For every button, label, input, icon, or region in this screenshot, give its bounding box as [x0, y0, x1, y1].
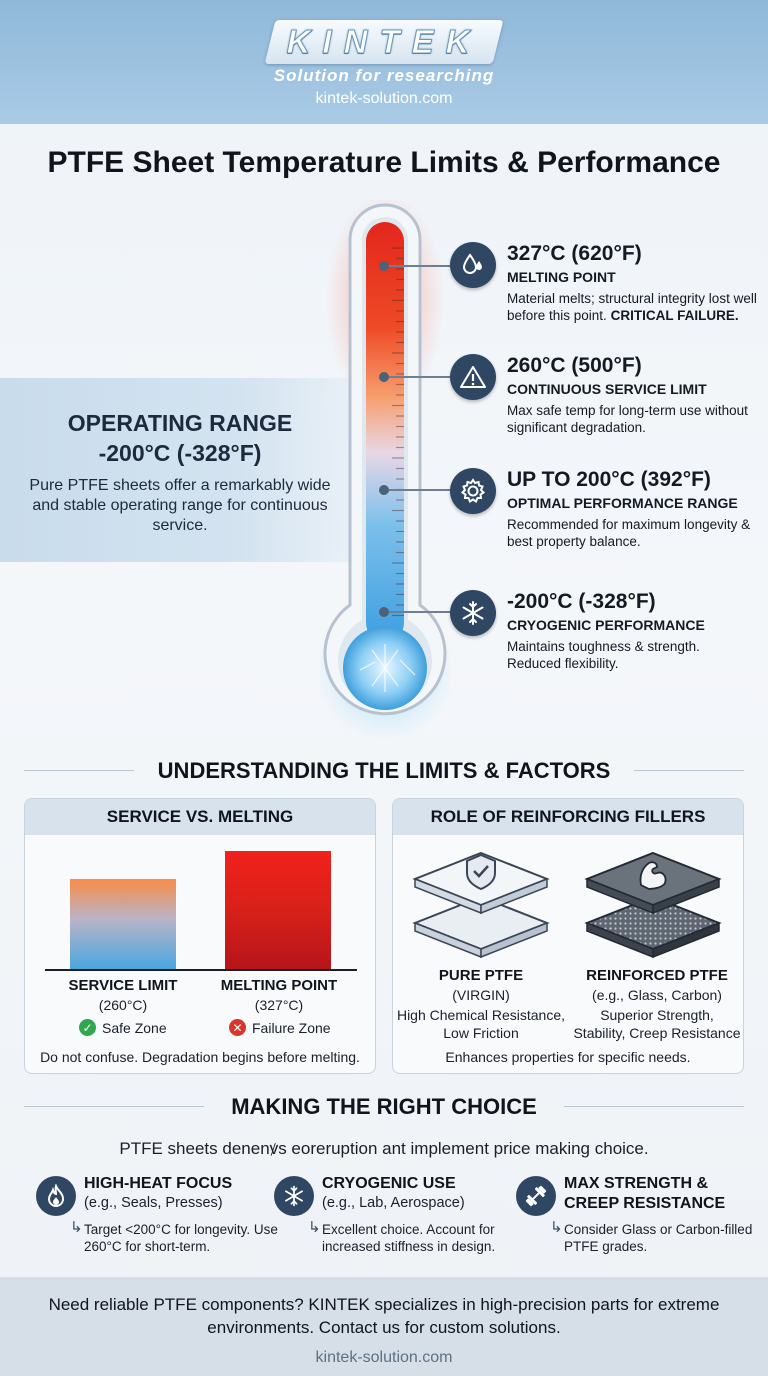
melting-point-bar: [225, 851, 331, 969]
divider-left: [24, 770, 134, 771]
brand-logo: KINTEK: [286, 23, 482, 61]
return-arrow-icon: ↳: [308, 1219, 321, 1236]
check-icon: ✓: [79, 1019, 96, 1036]
safe-zone-badge: ✓ Safe Zone: [79, 1019, 167, 1036]
high-heat-desc: Target <200°C for longevity. Use 260°C f…: [84, 1222, 278, 1254]
frost-crystals: [359, 644, 416, 692]
fillers-panel-title: ROLE OF REINFORCING FILLERS: [393, 799, 743, 835]
return-arrow-icon: ↳: [70, 1219, 83, 1236]
optimal-description: Recommended for maximum longevity & best…: [507, 517, 751, 549]
max-strength-title-line1: MAX STRENGTH &: [564, 1175, 708, 1192]
callout-service-limit: 260°C (500°F) CONTINUOUS SERVICE LIMIT M…: [450, 354, 762, 444]
melting-description: Material melts; structural integrity los…: [507, 291, 757, 323]
service-limit-bar: [70, 879, 176, 969]
divider-left-2: [24, 1106, 204, 1107]
footer: Need reliable PTFE components? KINTEK sp…: [0, 1277, 768, 1376]
melting-bar-label: MELTING POINT: [220, 977, 338, 994]
optimal-temp: UP TO 200°C (392°F): [507, 468, 711, 491]
cryogenic-use-sub: (e.g., Lab, Aerospace): [322, 1195, 465, 1211]
melting-bar-value: (327°C): [254, 997, 304, 1013]
return-arrow-icon: ↳: [550, 1219, 563, 1236]
warning-icon: [450, 354, 496, 400]
melting-label: MELTING POINT: [507, 269, 616, 285]
service-vs-melting-panel: SERVICE VS. MELTING SERVICE LIMIT (260°C…: [24, 798, 376, 1074]
bar-baseline: [45, 969, 357, 971]
high-heat-title: HIGH-HEAT FOCUS: [84, 1175, 233, 1192]
max-strength-desc: Consider Glass or Carbon-filled PTFE gra…: [564, 1222, 753, 1254]
safe-zone-label: Safe Zone: [102, 1019, 167, 1036]
cross-icon: ✕: [229, 1019, 246, 1036]
brand-tagline: Solution for researching: [273, 66, 495, 85]
callout-cryogenic: -200°C (-328°F) CRYOGENIC PERFORMANCE Ma…: [450, 590, 762, 680]
cryogenic-use-desc: Excellent choice. Account for increased …: [322, 1222, 496, 1254]
flame-icon: [36, 1176, 76, 1216]
cryogenic-use-title: CRYOGENIC USE: [322, 1175, 456, 1192]
pure-ptfe-sheets-graphic: [412, 851, 550, 959]
pure-ptfe-label: PURE PTFE: [438, 967, 524, 984]
operating-range-band: [0, 378, 400, 562]
failure-zone-badge: ✕ Failure Zone: [229, 1019, 331, 1036]
reinforcing-fillers-panel: ROLE OF REINFORCING FILLERS PURE PTFE (V…: [392, 798, 744, 1074]
reinforced-ptfe-sheets-graphic: [584, 851, 722, 959]
callout-connectors: [379, 261, 456, 617]
footer-url[interactable]: kintek-solution.com: [315, 1349, 453, 1366]
service-limit-label: CONTINUOUS SERVICE LIMIT: [507, 381, 707, 397]
snowflake-icon: [274, 1176, 314, 1216]
max-strength-title-line2: CREEP RESISTANCE: [564, 1195, 726, 1212]
header-banner: KINTEK Solution for researching kintek-s…: [0, 0, 768, 124]
choice-intro: PTFE sheets denenꝟs eoreruption ant impl…: [119, 1139, 649, 1158]
header-url[interactable]: kintek-solution.com: [315, 90, 453, 107]
failure-zone-label: Failure Zone: [252, 1019, 331, 1036]
service-limit-temp: 260°C (500°F): [507, 354, 642, 377]
reinforced-ptfe-desc-1: Superior Strength,: [600, 1007, 714, 1023]
divider-right-2: [564, 1106, 744, 1107]
droplet-icon: [450, 242, 496, 288]
operating-range-value: -200°C (-328°F): [98, 440, 262, 466]
choice-cryogenic: CRYOGENIC USE (e.g., Lab, Aerospace) ↳ E…: [274, 1174, 514, 1264]
operating-range-label: OPERATING RANGE: [67, 410, 293, 436]
choice-high-heat: HIGH-HEAT FOCUS (e.g., Seals, Presses) ↳…: [36, 1174, 278, 1264]
cryogenic-label: CRYOGENIC PERFORMANCE: [507, 617, 705, 633]
service-limit-description: Max safe temp for long-term use without …: [507, 403, 748, 435]
fillers-panel-footnote: Enhances properties for specific needs.: [445, 1049, 691, 1065]
thermometer-scale: [392, 247, 404, 617]
reinforced-ptfe-desc-2: Stability, Creep Resistance: [573, 1025, 741, 1041]
reinforced-ptfe-label: REINFORCED PTFE: [586, 967, 728, 984]
pure-ptfe-sub: (VIRGIN): [452, 987, 510, 1003]
thermometer-graphic: [320, 200, 450, 740]
page-title: PTFE Sheet Temperature Limits & Performa…: [47, 146, 721, 179]
limits-heading: UNDERSTANDING THE LIMITS & FACTORS: [157, 758, 611, 783]
footer-cta: Need reliable PTFE components? KINTEK sp…: [48, 1295, 720, 1337]
service-bar-label: SERVICE LIMIT: [68, 977, 178, 994]
reinforced-ptfe-sub: (e.g., Glass, Carbon): [592, 987, 722, 1003]
pure-ptfe-desc-1: High Chemical Resistance,: [396, 1007, 566, 1023]
choice-max-strength: MAX STRENGTH & CREEP RESISTANCE ↳ Conside…: [516, 1174, 756, 1264]
callout-melting-point: 327°C (620°F) MELTING POINT Material mel…: [450, 242, 762, 342]
service-panel-footnote: Do not confuse. Degradation begins befor…: [40, 1049, 360, 1065]
divider-right: [634, 770, 744, 771]
service-bar-value: (260°C): [98, 997, 148, 1013]
snowflake-icon: [450, 590, 496, 636]
choice-heading: MAKING THE RIGHT CHOICE: [231, 1094, 537, 1119]
max-strength-title: MAX STRENGTH & CREEP RESISTANCE: [564, 1174, 725, 1214]
optimal-label: OPTIMAL PERFORMANCE RANGE: [507, 495, 738, 511]
operating-range-title: OPERATING RANGE -200°C (-328°F): [20, 408, 340, 468]
operating-range-description: Pure PTFE sheets offer a remarkably wide…: [29, 477, 331, 534]
callout-optimal-range: UP TO 200°C (392°F) OPTIMAL PERFORMANCE …: [450, 468, 762, 558]
dumbbell-icon: [516, 1176, 556, 1216]
cryogenic-temp: -200°C (-328°F): [507, 590, 656, 613]
thermometer-fluid: [366, 222, 404, 642]
high-heat-sub: (e.g., Seals, Presses): [84, 1195, 223, 1211]
pure-ptfe-desc-2: Low Friction: [443, 1025, 519, 1041]
service-panel-title: SERVICE VS. MELTING: [25, 799, 375, 835]
cryogenic-description: Maintains toughness & strength. Reduced …: [507, 639, 700, 671]
melting-temp: 327°C (620°F): [507, 242, 642, 265]
gear-icon: [450, 468, 496, 514]
